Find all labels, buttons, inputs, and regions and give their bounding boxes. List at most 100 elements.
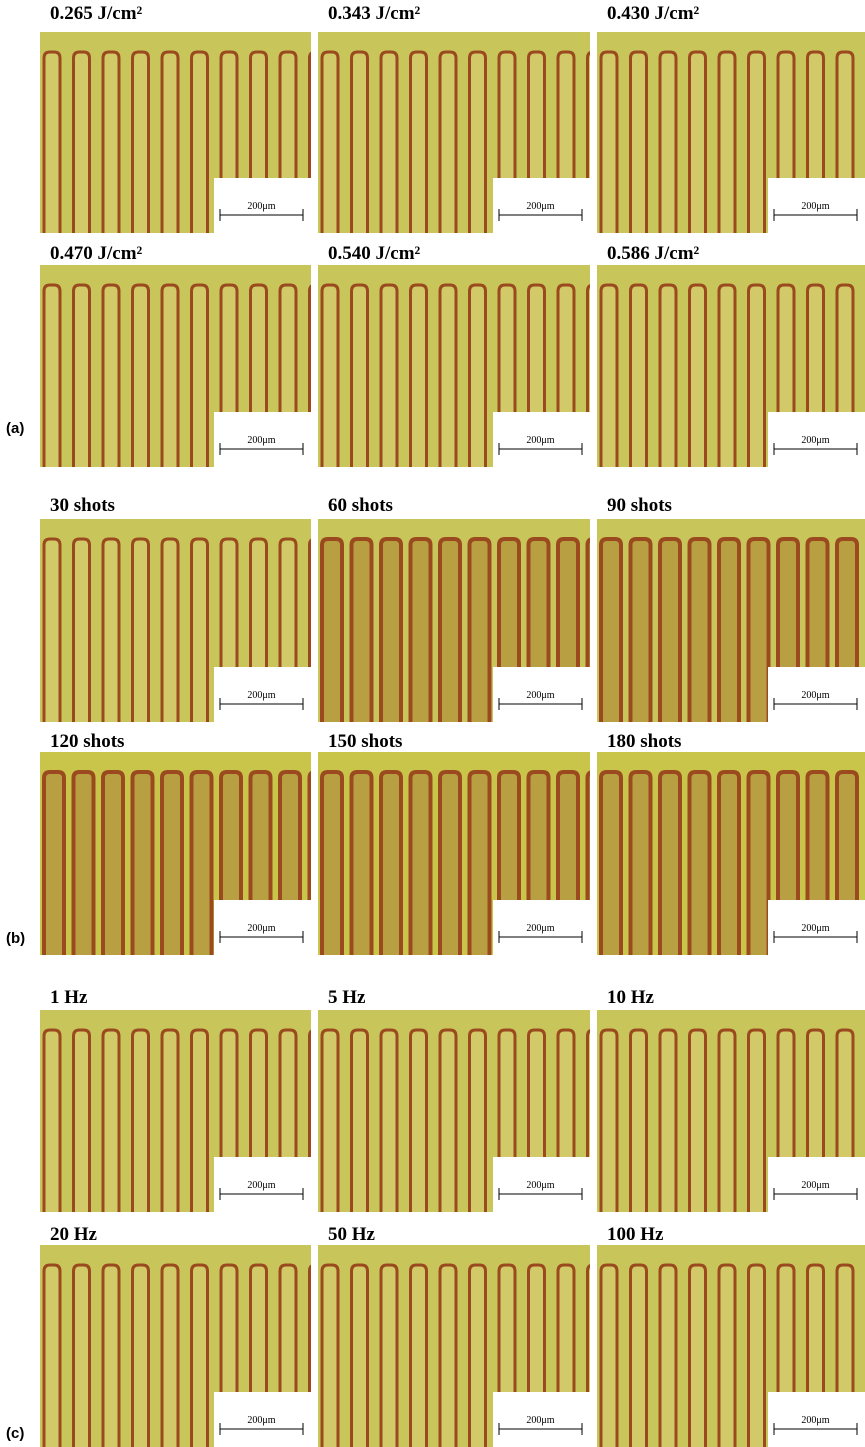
electrode-finger (352, 772, 372, 955)
panel-title: 90 shots (607, 495, 672, 517)
figure: (a)0.265 J/cm²200μm0.343 J/cm²200μm0.430… (0, 0, 865, 1447)
electrode-finger (162, 1030, 178, 1212)
electrode-finger (192, 1265, 208, 1447)
electrode-finger (690, 1030, 706, 1212)
electrode-finger (192, 1030, 208, 1212)
micrograph: 200μm (40, 32, 311, 233)
electrode-finger (440, 1030, 456, 1212)
electrode-finger (411, 772, 431, 955)
electrode-finger (381, 285, 397, 467)
electrode-finger (690, 52, 706, 233)
electrode-finger (133, 1030, 149, 1212)
electrode-finger (44, 1265, 60, 1447)
micrograph: 200μm (318, 1010, 590, 1212)
panel-title: 0.586 J/cm² (607, 243, 699, 265)
electrode-finger (44, 539, 60, 722)
electrode-finger (352, 1030, 368, 1212)
electrode-finger (352, 1265, 368, 1447)
electrode-finger (103, 52, 119, 233)
electrode-finger (631, 1265, 647, 1447)
electrode-finger (470, 772, 490, 955)
scale-label: 200μm (526, 435, 554, 446)
electrode-finger (690, 772, 710, 955)
micrograph: 200μm (40, 752, 311, 955)
electrode-finger (749, 1030, 765, 1212)
micrograph: 200μm (40, 519, 311, 722)
electrode-finger (74, 772, 94, 955)
panel-title: 180 shots (607, 731, 681, 753)
electrode-finger (411, 1265, 427, 1447)
electrode-finger (322, 539, 342, 722)
electrode-finger (660, 285, 676, 467)
scale-label: 200μm (247, 1415, 275, 1426)
panel-title: 30 shots (50, 495, 115, 517)
micrograph: 200μm (318, 32, 590, 233)
electrode-finger (74, 285, 90, 467)
electrode-finger (470, 539, 490, 722)
electrode-finger (133, 285, 149, 467)
electrode-finger (381, 539, 401, 722)
scale-label: 200μm (801, 201, 829, 212)
electrode-finger (660, 1030, 676, 1212)
electrode-finger (381, 1030, 397, 1212)
panel-title: 120 shots (50, 731, 124, 753)
panel-title: 100 Hz (607, 1224, 663, 1246)
electrode-finger (133, 1265, 149, 1447)
electrode-finger (601, 1265, 617, 1447)
scale-label: 200μm (801, 923, 829, 934)
electrode-finger (103, 539, 119, 722)
electrode-finger (631, 772, 651, 955)
panel-title: 60 shots (328, 495, 393, 517)
scale-label: 200μm (247, 435, 275, 446)
panel-title: 5 Hz (328, 987, 365, 1009)
electrode-finger (749, 1265, 765, 1447)
electrode-finger (749, 772, 769, 955)
electrode-finger (192, 539, 208, 722)
micrograph: 200μm (318, 752, 590, 955)
electrode-finger (749, 539, 769, 722)
electrode-finger (381, 772, 401, 955)
scale-label: 200μm (526, 690, 554, 701)
electrode-finger (133, 52, 149, 233)
scale-label: 200μm (247, 690, 275, 701)
panel-title: 1 Hz (50, 987, 87, 1009)
scale-label: 200μm (526, 923, 554, 934)
electrode-finger (411, 52, 427, 233)
electrode-finger (719, 539, 739, 722)
electrode-finger (74, 539, 90, 722)
electrode-finger (440, 285, 456, 467)
electrode-finger (749, 285, 765, 467)
electrode-finger (440, 539, 460, 722)
electrode-finger (719, 772, 739, 955)
electrode-finger (322, 52, 338, 233)
electrode-finger (133, 772, 153, 955)
electrode-finger (322, 1030, 338, 1212)
electrode-finger (192, 772, 212, 955)
electrode-finger (470, 285, 486, 467)
section-label: (c) (6, 1425, 24, 1442)
electrode-finger (381, 52, 397, 233)
electrode-finger (470, 1030, 486, 1212)
electrode-finger (631, 52, 647, 233)
electrode-finger (352, 285, 368, 467)
electrode-finger (601, 285, 617, 467)
panel-title: 50 Hz (328, 1224, 375, 1246)
electrode-finger (103, 285, 119, 467)
panel-title: 0.343 J/cm² (328, 3, 420, 25)
electrode-finger (162, 1265, 178, 1447)
electrode-finger (440, 1265, 456, 1447)
electrode-finger (74, 52, 90, 233)
scale-label: 200μm (526, 201, 554, 212)
micrograph: 200μm (40, 265, 311, 467)
electrode-finger (470, 52, 486, 233)
scale-label: 200μm (801, 435, 829, 446)
electrode-finger (719, 285, 735, 467)
micrograph: 200μm (597, 752, 865, 955)
panel-title: 0.540 J/cm² (328, 243, 420, 265)
electrode-finger (601, 772, 621, 955)
electrode-finger (162, 539, 178, 722)
electrode-finger (133, 539, 149, 722)
panel-title: 150 shots (328, 731, 402, 753)
micrograph: 200μm (318, 519, 590, 722)
scale-label: 200μm (526, 1415, 554, 1426)
